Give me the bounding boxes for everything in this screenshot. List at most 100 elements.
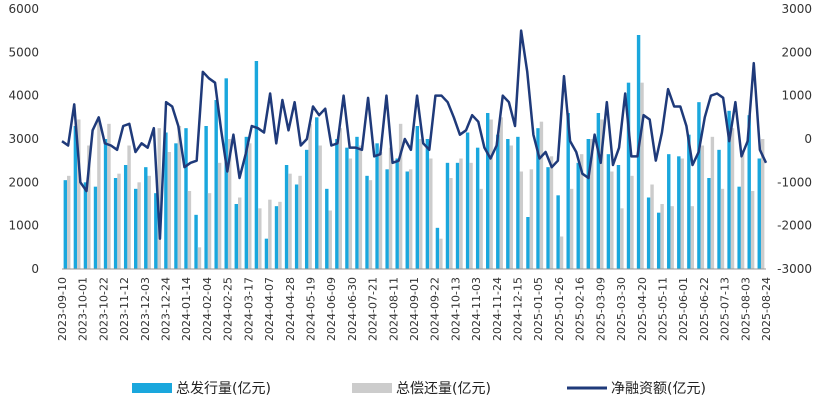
issuance-bar [244,136,249,269]
repayment-bar [720,188,725,269]
repayment-bar [680,158,684,269]
repayment-bar [368,180,373,269]
issuance-bar [375,143,379,269]
issuance-bar [707,178,711,269]
x-tick-label: 2024-07-21 [367,277,380,341]
issuance-bar [566,113,570,269]
issuance-bar [656,212,661,269]
x-tick-label: 2023-10-22 [97,277,110,341]
repayment-bar [328,210,332,269]
repayment-bar [268,199,272,269]
issuance-bar [73,126,78,269]
x-tick-label: 2025-08-03 [739,277,752,341]
repayment-bar [650,184,654,269]
repayment-bar [147,175,151,269]
x-tick-label: 2024-01-14 [180,277,193,341]
issuance-bar [385,169,389,269]
repayment-bar [509,145,513,269]
y-right-tick-label: 3000 [781,2,812,16]
repayment-bar [620,208,624,269]
y-left-tick-label: 0 [31,262,39,276]
repayment-bar [499,117,503,269]
x-tick-label: 2025-08-24 [760,277,773,341]
y-left-tick-label: 4000 [8,89,39,103]
repayment-bar [429,158,433,269]
issuance-bar [134,188,138,269]
legend-swatch-issuance [132,383,172,393]
issuance-bar [606,154,611,269]
issuance-bar [405,171,409,269]
repayment-bar [489,119,493,269]
issuance-bar [345,147,349,269]
issuance-bar [214,100,218,269]
y-right-tick-label: 0 [804,132,812,146]
repayment-bar [439,238,443,269]
repayment-bar [559,236,564,269]
repayment-bar [670,206,674,269]
issuance-bar [164,132,168,269]
x-tick-label: 2024-05-19 [305,277,318,341]
x-tick-label: 2023-10-01 [77,277,90,341]
repayment-bar [318,145,322,269]
y-right-tick-labels: -3000 -2000 -1000 0 1000 2000 3000 [777,2,812,276]
x-tick-labels: 2023-09-10 2023-10-01 2023-10-22 2023-11-12… [56,277,773,341]
issuance-bar [465,132,470,269]
repayment-bar [610,171,614,269]
issuance-bar [747,115,751,269]
issuance-bar [194,214,198,269]
net-financing-line [61,29,768,240]
y-right-tick-label: -1000 [777,175,812,189]
issuance-bar [123,165,128,269]
repayment-bar [288,173,292,269]
x-tick-label: 2023-09-10 [56,277,69,341]
issuance-bar [727,110,731,269]
repayment-bar [77,119,81,269]
x-tick-label: 2024-09-01 [408,277,421,341]
repayment-bar [710,136,715,269]
repayment-bar [197,247,202,269]
issuance-bar [83,182,88,269]
repayment-bar [67,175,71,269]
x-tick-label: 2024-12-15 [512,277,525,341]
repayment-bar [127,145,131,269]
repayment-bar [590,139,594,269]
repayment-bar [630,175,634,269]
issuance-bar [425,139,430,269]
repayment-bar [378,152,383,269]
x-tick-label: 2025-05-11 [657,277,670,341]
repayment-bar [298,175,302,269]
x-tick-label: 2024-11-03 [470,277,483,341]
issuance-bar [174,143,178,269]
repayment-bar [740,149,745,269]
x-tick-label: 2023-11-12 [118,277,131,341]
repayment-bar [117,173,121,269]
issuance-bar [274,206,279,269]
repayment-bar [640,82,644,269]
issuance-bar [63,180,68,269]
issuance-bar [294,184,299,269]
issuance-bar [546,167,550,269]
issuance-bar [516,136,520,269]
x-tick-label: 2024-06-09 [325,277,338,341]
repayment-bar [388,147,393,269]
y-left-tick-label: 1000 [8,219,39,233]
legend-label-net: 净融资额(亿元) [611,381,706,397]
repayment-bar [187,191,192,269]
x-tick-label: 2025-06-01 [677,277,690,341]
issuance-bar [435,227,440,269]
repayment-bar [177,126,182,269]
repayment-bar [600,119,604,269]
issuance-bar [254,61,259,269]
issuance-bar [586,139,590,269]
issuance-bar [667,154,671,269]
issuance-bar [113,178,118,269]
repayment-bar [408,169,413,269]
issuance-bar [264,238,269,269]
x-tick-label: 2024-06-30 [346,277,359,341]
issuance-bar [506,139,510,269]
x-tick-label: 2025-02-16 [574,277,587,341]
repayment-bar [107,123,111,269]
x-tick-label: 2024-11-24 [491,277,504,341]
issuance-bar [486,113,490,269]
